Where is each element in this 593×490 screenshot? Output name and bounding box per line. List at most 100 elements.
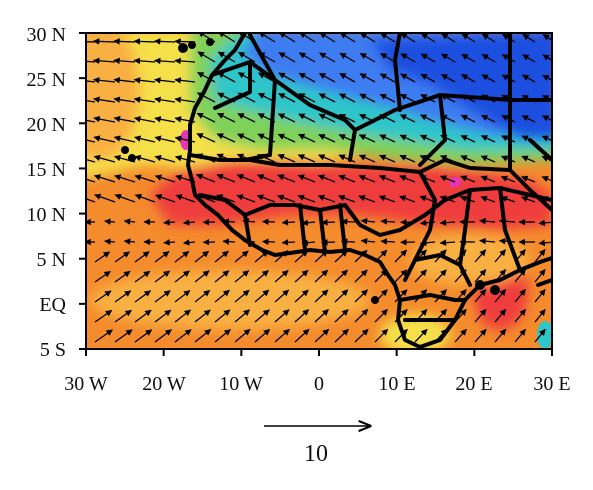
wind-vector-arrow — [278, 52, 296, 63]
x-axis-labels: 30 W 20 W 10 W 0 10 E 20 E 30 E — [64, 373, 570, 395]
wind-vector-arrow — [254, 328, 271, 343]
wind-vector-arrow — [520, 196, 536, 203]
wind-vector-arrow — [278, 92, 296, 103]
wind-vector-arrow — [214, 250, 229, 263]
wind-vector-arrow — [541, 175, 552, 183]
wind-vector-arrow — [354, 269, 368, 283]
wind-vector-arrow — [216, 133, 236, 143]
wind-vector-arrow — [154, 309, 172, 323]
wind-vector-arrow — [214, 270, 230, 283]
wind-vector-arrow — [479, 237, 496, 245]
wind-vector-arrow — [380, 33, 396, 43]
wind-vector-arrow — [277, 174, 296, 183]
wind-vector-arrow — [555, 270, 565, 283]
wind-vector-arrow — [359, 93, 376, 103]
wind-vector-arrow — [133, 38, 156, 45]
wind-vector-arrow — [434, 269, 447, 283]
wind-vector-arrow — [114, 329, 133, 343]
wind-vector-arrow — [360, 237, 376, 245]
wind-vector-arrow — [197, 71, 216, 83]
wind-vector-arrow — [534, 288, 546, 303]
wind-vector-arrow — [318, 93, 336, 103]
wind-vector-arrow — [480, 175, 496, 183]
wind-vector-arrow — [281, 239, 296, 246]
wind-vector-arrow — [174, 77, 196, 84]
wind-vector-arrow — [380, 238, 396, 245]
wind-vector-arrow — [339, 52, 356, 63]
y-tick-label: 20 N — [27, 114, 66, 136]
wind-vector-arrow — [133, 116, 156, 123]
wind-vector-arrow — [359, 52, 376, 63]
wind-vector-arrow — [261, 218, 276, 225]
wind-vector-arrow — [277, 154, 296, 163]
wind-vector-arrow — [134, 193, 156, 203]
axis-ticks — [79, 32, 553, 356]
wind-vector-arrow — [133, 57, 156, 65]
wind-vector-arrow — [234, 270, 250, 283]
wind-vector-arrow — [277, 113, 296, 123]
wind-vector-arrow — [254, 289, 270, 303]
wind-vector-arrow — [237, 72, 256, 83]
wind-vector-arrow — [154, 96, 176, 103]
wind-vector-arrow — [394, 249, 408, 263]
wind-vector-arrow — [298, 93, 316, 103]
wind-vector-arrow — [555, 310, 565, 323]
wind-vector-arrow — [194, 250, 210, 263]
wind-vector-arrow — [440, 53, 456, 63]
wind-vector-arrow — [419, 195, 436, 203]
wind-vector-arrow — [94, 329, 113, 343]
wind-vector-arrow — [542, 54, 552, 61]
wind-vector-arrow — [174, 250, 190, 263]
wind-vector-arrow — [194, 328, 212, 343]
wind-vector-arrow — [338, 174, 356, 183]
wind-vector-arrow — [314, 289, 329, 303]
wind-vector-arrow — [359, 73, 376, 83]
x-tick-label: 0 — [314, 373, 324, 395]
wind-vector-arrow — [358, 174, 376, 183]
wind-vector-arrow — [234, 289, 250, 303]
wind-vector-arrow — [134, 174, 156, 183]
wind-vector-arrow — [314, 269, 329, 283]
wind-vector-arrow — [298, 113, 316, 123]
wind-vector-arrow — [339, 93, 356, 103]
wind-vector-arrow — [123, 218, 136, 225]
wind-vector-arrow — [460, 175, 476, 183]
wind-vector-arrow — [358, 134, 376, 143]
wind-vector-arrow — [174, 57, 196, 65]
wind-vector-arrow — [174, 309, 192, 323]
wind-vector-arrow — [163, 219, 176, 226]
wind-vector-arrow — [154, 290, 171, 303]
wind-vector-arrow — [461, 73, 476, 83]
wind-vector-arrow — [93, 174, 116, 183]
wind-vector-arrow — [494, 328, 507, 343]
wind-vector-arrow — [541, 135, 552, 142]
wind-vector-arrow — [555, 330, 565, 343]
wind-vector-arrow — [236, 194, 256, 203]
wind-vector-arrow — [454, 328, 467, 343]
wind-vector-arrow — [113, 57, 136, 65]
wind-vector-arrow — [479, 217, 496, 225]
wind-vector-arrow — [474, 289, 487, 303]
wind-vector-arrow — [380, 218, 396, 225]
wind-vector-arrow — [256, 194, 276, 203]
wind-vector-arrow — [217, 112, 236, 123]
wind-vector-arrow — [222, 238, 236, 245]
wind-vector-arrow — [439, 239, 456, 246]
wind-vector-arrow — [534, 248, 546, 263]
y-tick-label: 15 N — [27, 159, 66, 181]
wind-vector-arrow — [194, 270, 210, 283]
wind-vector-arrow — [522, 54, 536, 63]
wind-vector-arrow — [378, 195, 396, 203]
wind-vector-arrow — [174, 289, 191, 303]
wind-vector-arrow — [460, 155, 476, 163]
wind-vector-arrow — [474, 249, 487, 263]
wind-vector-arrow — [194, 289, 211, 303]
wind-vector-arrow — [154, 155, 176, 163]
wind-vector-arrow — [261, 238, 276, 245]
wind-vector-arrow — [133, 77, 156, 84]
wind-vector-arrow — [94, 193, 116, 203]
x-tick-label: 20 W — [142, 373, 186, 395]
wind-vector-arrow — [379, 93, 396, 103]
wind-vector-arrow — [440, 73, 456, 83]
